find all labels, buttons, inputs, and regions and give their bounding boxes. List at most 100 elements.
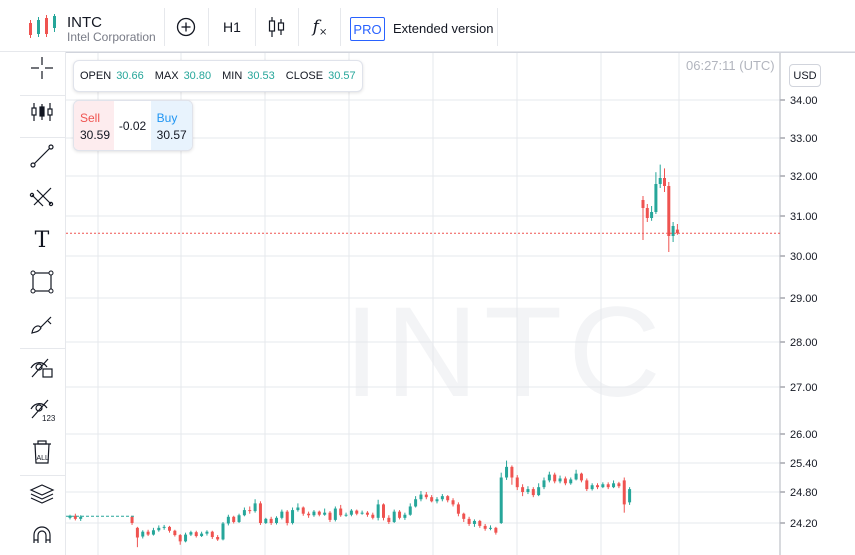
- crosshair-tool[interactable]: [20, 48, 64, 88]
- candle-body: [323, 512, 327, 515]
- chart-type-button[interactable]: [262, 12, 292, 42]
- candle-body: [376, 504, 380, 518]
- candle-body: [232, 516, 236, 522]
- candle-body: [135, 527, 139, 538]
- candle-body: [553, 474, 557, 482]
- candle-body: [333, 508, 337, 520]
- candle-body: [645, 208, 649, 218]
- y-tick-label: 32.00: [790, 171, 818, 183]
- candle-body: [483, 525, 487, 529]
- x-subscript: ×: [318, 26, 328, 38]
- text-icon: T: [34, 227, 50, 253]
- divider: [340, 8, 341, 46]
- open-label: OPEN: [80, 70, 112, 82]
- candle-body: [382, 504, 385, 518]
- candle-body: [221, 523, 225, 540]
- drawing-toolbar: T 123 ALL: [0, 52, 66, 555]
- candle-body: [451, 500, 455, 505]
- pro-badge[interactable]: PRO: [350, 17, 385, 41]
- candle-body: [489, 527, 492, 529]
- extended-version-link[interactable]: Extended version: [393, 21, 494, 36]
- divider: [20, 137, 66, 138]
- hide-indicators-tool[interactable]: 123: [20, 390, 64, 430]
- candle-body: [365, 512, 369, 515]
- candle-body: [184, 534, 188, 542]
- indicators-tool[interactable]: [20, 92, 64, 132]
- candle-body: [601, 484, 605, 488]
- candle-body: [130, 516, 134, 523]
- candle-body: [547, 474, 551, 481]
- buy-label: Buy: [156, 111, 178, 125]
- hide-indicators-icon: 123: [30, 399, 55, 423]
- candle-body: [606, 484, 610, 488]
- candle-body: [312, 511, 316, 516]
- candle-body: [558, 478, 562, 482]
- candle-body: [641, 200, 645, 208]
- open-value: 30.66: [116, 70, 144, 82]
- candle-body: [505, 466, 509, 478]
- divider: [20, 95, 66, 96]
- sell-button[interactable]: Sell 30.59: [74, 101, 115, 150]
- candle-body: [68, 515, 72, 518]
- trend-line-tool[interactable]: [20, 136, 64, 176]
- spread-value: -0.02: [118, 118, 147, 133]
- magnet-tool[interactable]: [20, 516, 64, 555]
- buy-button[interactable]: Buy 30.57: [150, 101, 192, 150]
- candle-body: [462, 513, 466, 519]
- symbol-name[interactable]: INTC: [67, 14, 102, 31]
- fib-tool[interactable]: [20, 178, 64, 218]
- delete-all-tool[interactable]: ALL: [20, 432, 64, 472]
- utc-clock: 06:27:11 (UTC): [686, 58, 775, 73]
- trade-widget: Sell 30.59 -0.02 Buy 30.57: [73, 100, 193, 151]
- candlestick-plot[interactable]: 34.00 33.00 32.00 31.00 30.00 29.00 28.00 27.00…: [66, 52, 855, 555]
- candle-body: [467, 518, 471, 524]
- candles-logo-icon: [29, 14, 56, 38]
- candle-body: [419, 494, 423, 500]
- brush-tool[interactable]: [20, 305, 64, 345]
- price-chart[interactable]: INTC 34.00 33.00 32.00 31.00 30.00 29.00 28.00…: [66, 52, 855, 555]
- candle-body: [371, 514, 375, 518]
- candle-body: [162, 526, 166, 528]
- candle-body: [328, 512, 332, 520]
- candle-body: [269, 518, 273, 523]
- candle-body: [424, 494, 428, 498]
- hide-drawings-icon: [30, 358, 53, 378]
- text-tool[interactable]: T: [20, 220, 64, 260]
- max-value: 30.80: [183, 70, 212, 82]
- candle-body: [590, 485, 594, 490]
- y-tick-label: 29.00: [790, 293, 818, 305]
- rectangle-tool[interactable]: [20, 262, 64, 302]
- svg-text:123: 123: [42, 414, 55, 423]
- divider: [20, 348, 66, 349]
- currency-button[interactable]: USD: [789, 64, 821, 87]
- candle-body: [194, 532, 198, 537]
- y-tick-label: 26.00: [790, 429, 818, 441]
- hide-drawings-tool[interactable]: [20, 348, 64, 388]
- candle-body: [79, 516, 83, 519]
- divider: [164, 8, 165, 46]
- y-tick-label: 28.00: [790, 337, 818, 349]
- trash-all-icon: ALL: [33, 440, 51, 464]
- min-label: MIN: [222, 70, 243, 82]
- layers-tool[interactable]: [20, 474, 64, 514]
- candle-body: [494, 527, 498, 533]
- bars-indicator-icon: [31, 103, 53, 121]
- indicators-button[interactable]: f ×: [305, 12, 335, 42]
- min-value: 30.53: [247, 70, 275, 82]
- candle-body: [280, 511, 284, 518]
- crosshair-icon: [31, 57, 53, 79]
- candle-body: [157, 527, 161, 531]
- candle-body: [173, 530, 177, 536]
- divider: [497, 8, 498, 46]
- candle-body: [226, 516, 230, 524]
- candle-body: [237, 515, 241, 522]
- add-symbol-button[interactable]: [172, 12, 200, 42]
- y-tick-label: 30.00: [790, 251, 818, 263]
- ohlc-legend: OPEN 30.66 MAX 30.80 MIN 30.53 CLOSE 30.…: [73, 60, 363, 92]
- interval-button[interactable]: H1: [223, 19, 241, 35]
- candle-body: [210, 531, 214, 538]
- plus-circle-icon: [176, 17, 196, 37]
- candle-body: [585, 480, 589, 490]
- candle-body: [515, 477, 519, 488]
